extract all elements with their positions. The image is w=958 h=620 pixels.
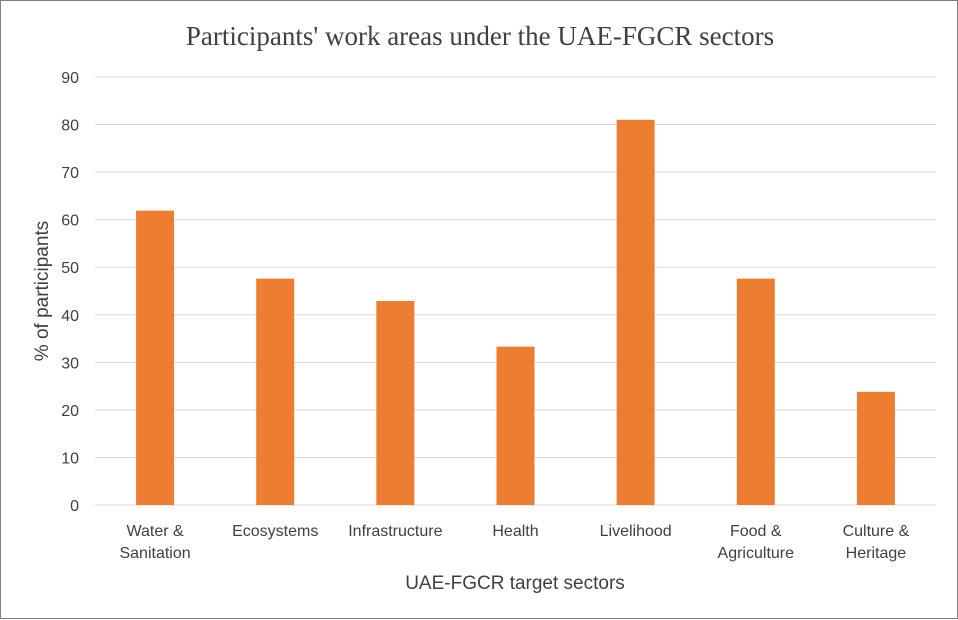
bars: [136, 119, 895, 506]
y-tick-label: 90: [61, 70, 79, 87]
y-tick-label: 80: [61, 118, 79, 135]
x-axis-category-labels: Water & Sanitation Ecosystems Infrastructur…: [119, 523, 909, 562]
y-tick-label: 40: [61, 308, 79, 325]
bar: [736, 278, 775, 505]
x-category-label: Culture & Heritage: [843, 523, 910, 562]
x-category-label: Infrastructure: [348, 523, 442, 540]
bar: [136, 210, 175, 505]
y-tick-label: 0: [70, 498, 79, 515]
x-category-label: Health: [492, 523, 538, 540]
bar: [856, 391, 895, 505]
x-category-label: Food & Agriculture: [718, 523, 795, 562]
bar: [376, 300, 415, 505]
x-category-label: Livelihood: [600, 523, 672, 540]
y-tick-label: 20: [61, 403, 79, 420]
y-tick-label: 60: [61, 213, 79, 230]
bar: [256, 278, 295, 505]
x-category-label: Ecosystems: [232, 523, 318, 540]
bar: [616, 119, 655, 506]
chart-title: Participants' work areas under the UAE-F…: [186, 21, 774, 51]
gridlines: [95, 76, 936, 506]
x-axis-title: UAE-FGCR target sectors: [405, 573, 625, 594]
y-tick-label: 30: [61, 355, 79, 372]
y-tick-label: 50: [61, 260, 79, 277]
y-axis-tick-labels: 0 10 20 30 40 50 60 70 80 90: [61, 70, 79, 515]
bar: [496, 346, 535, 505]
x-category-label: Water & Sanitation: [119, 523, 190, 562]
y-tick-label: 10: [61, 450, 79, 467]
y-axis-title: % of participants: [32, 221, 53, 361]
y-tick-label: 70: [61, 165, 79, 182]
